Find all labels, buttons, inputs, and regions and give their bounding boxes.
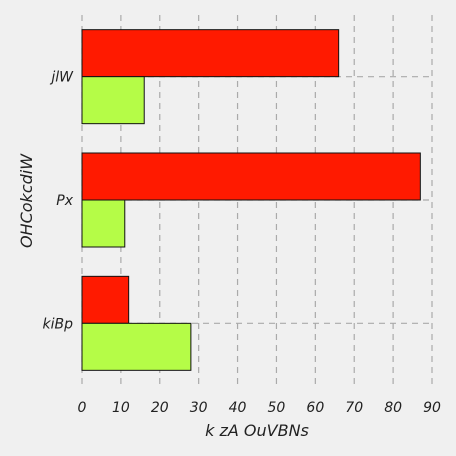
x-axis-title: k zA OuVBNs bbox=[205, 421, 309, 440]
x-tick-label: 40 bbox=[229, 400, 247, 416]
x-tick-label: 30 bbox=[190, 400, 208, 416]
y-tick-label: Px bbox=[56, 193, 73, 209]
y-axis-title: OHCokcdiW bbox=[17, 153, 36, 248]
bar-green-jlW bbox=[81, 76, 145, 125]
x-tick-label: 90 bbox=[423, 400, 441, 416]
y-tick-label: kiBp bbox=[43, 316, 74, 332]
x-tick-label: 50 bbox=[268, 400, 286, 416]
bar-red-jlW bbox=[81, 29, 340, 78]
x-tick-label: 10 bbox=[112, 400, 130, 416]
y-tick-label: jlW bbox=[49, 70, 74, 86]
bar-red-Px bbox=[81, 152, 421, 201]
bars bbox=[81, 29, 421, 371]
bar-green-Px bbox=[81, 199, 126, 248]
x-tick-label: 70 bbox=[345, 400, 363, 416]
x-tick-label: 20 bbox=[151, 400, 169, 416]
x-tick-label: 80 bbox=[384, 400, 402, 416]
x-tick-label: 0 bbox=[78, 400, 87, 416]
bar-red-kiBp bbox=[81, 275, 130, 324]
tick-labels: 0 10 20 30 40 50 60 70 80 90 jlW Px kiBp bbox=[43, 70, 441, 416]
bar-green-kiBp bbox=[81, 322, 192, 371]
x-tick-label: 60 bbox=[306, 400, 324, 416]
